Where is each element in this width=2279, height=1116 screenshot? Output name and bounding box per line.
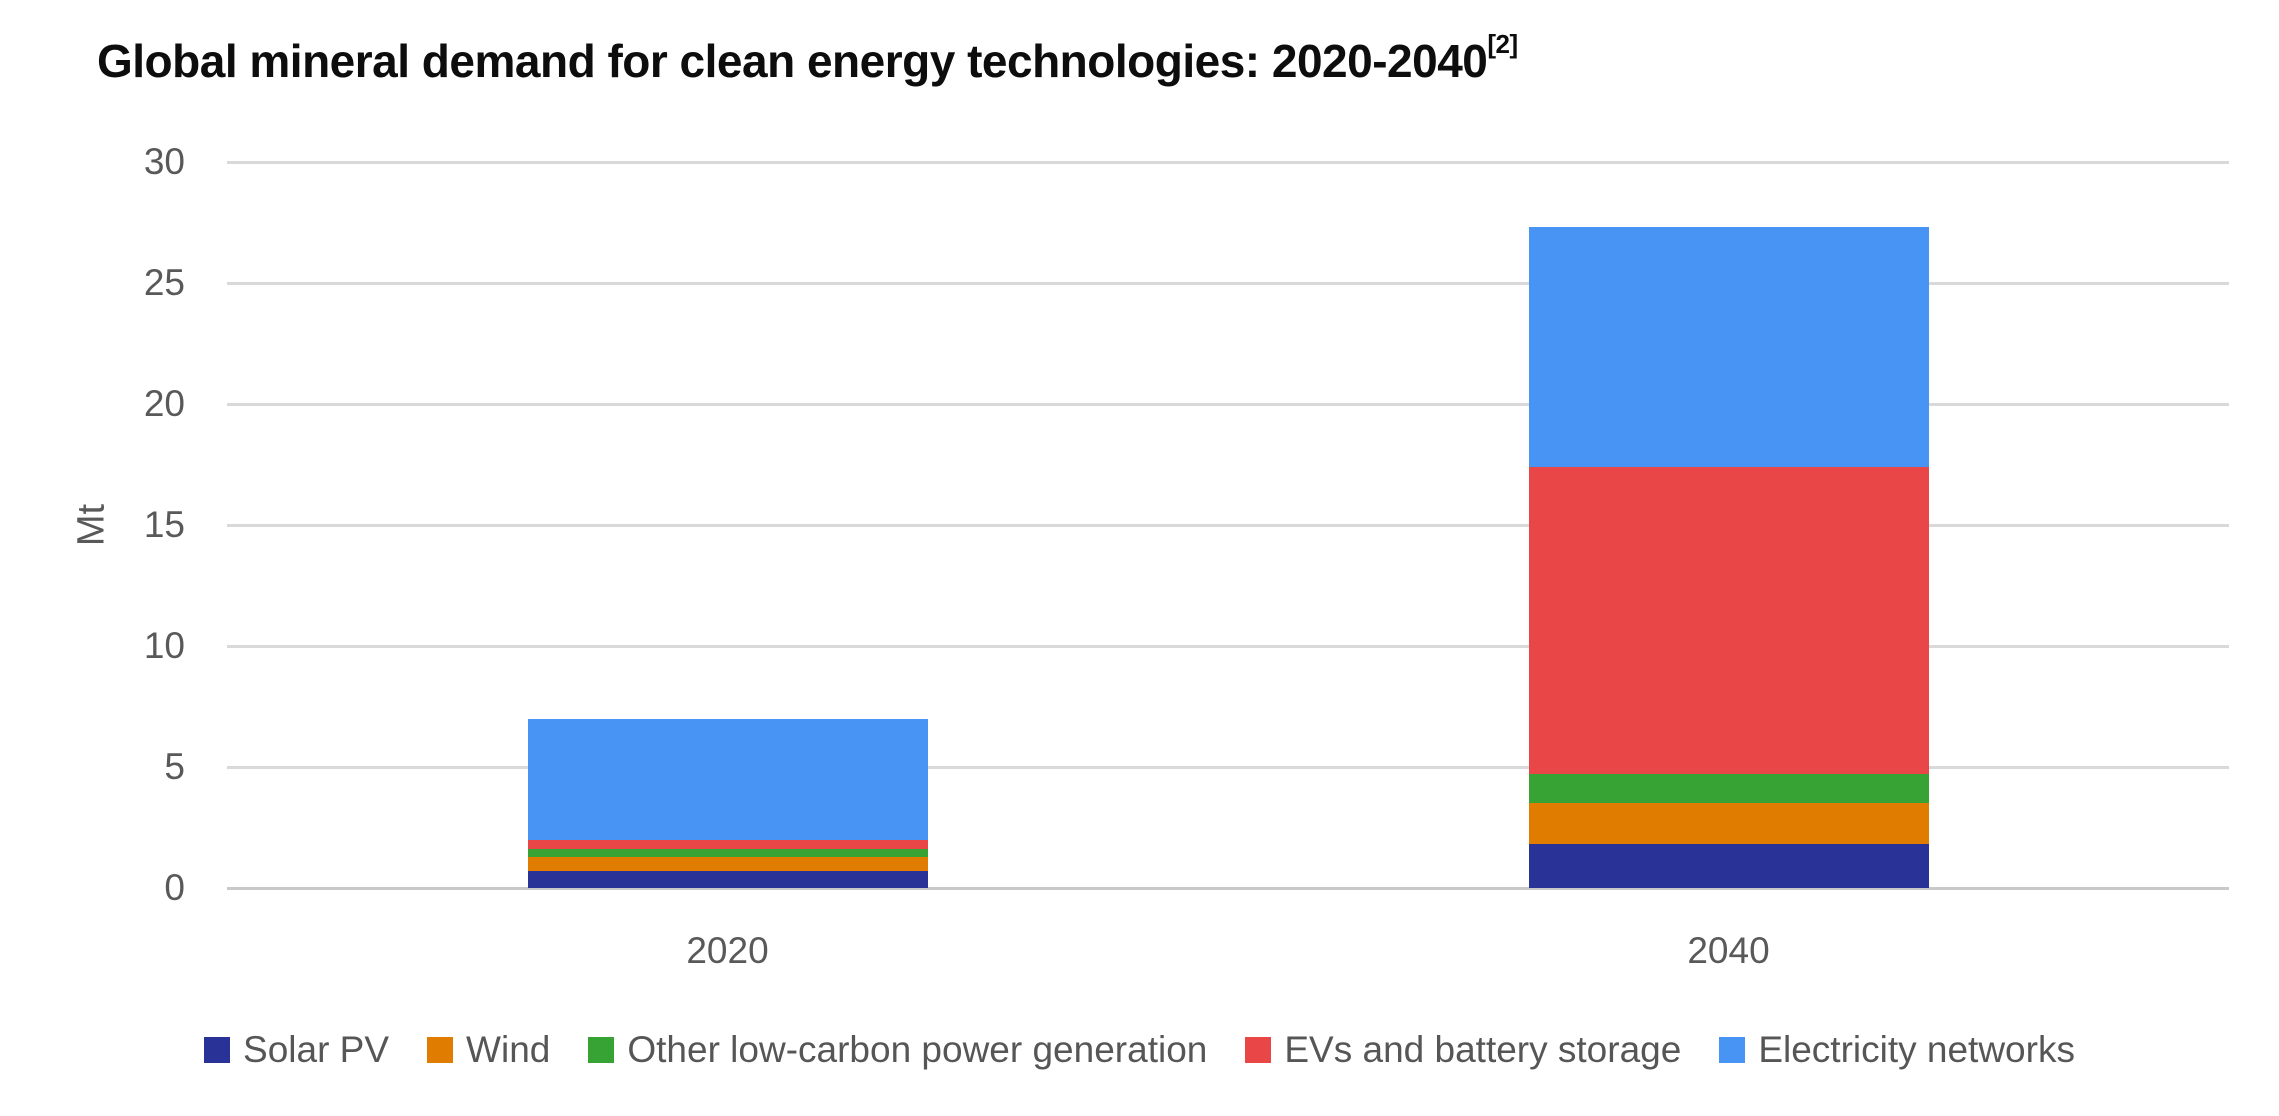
x-tick-label-2020: 2020 — [686, 930, 769, 971]
bar-segment-electricity-networks-2040 — [1528, 227, 1929, 467]
legend-swatch-other-low-carbon-power-generation — [588, 1037, 615, 1063]
bar-2020 — [527, 162, 928, 888]
legend-swatch-evs-and-battery-storage — [1245, 1037, 1272, 1063]
bar-segment-wind-2040 — [1528, 803, 1929, 845]
legend: Solar PV Wind Other low-carbon power gener… — [0, 1026, 2279, 1074]
legend-label-solar-pv: Solar PV — [243, 1029, 390, 1070]
legend-item-electricity-networks: Electricity networks — [1719, 1026, 2075, 1074]
legend-label-electricity-networks: Electricity networks — [1758, 1029, 2075, 1070]
chart-title: Global mineral demand for clean energy t… — [97, 31, 1518, 88]
x-tick-label-2040: 2040 — [1687, 930, 1770, 971]
bar-segment-solar-pv-2040 — [1528, 844, 1929, 888]
gridline-30 — [227, 160, 2229, 164]
legend-swatch-wind — [427, 1037, 454, 1063]
legend-label-evs-and-battery-storage: EVs and battery storage — [1284, 1029, 1682, 1070]
legend-item-other-low-carbon-power-generation: Other low-carbon power generation — [588, 1026, 1207, 1074]
bar-segment-other-low-carbon-power-generation-2020 — [527, 849, 928, 857]
gridline-10 — [227, 644, 2229, 648]
bar-segment-evs-and-battery-storage-2040 — [1528, 466, 1929, 775]
plot-area — [227, 160, 2229, 890]
y-tick-label-30: 30 — [143, 141, 185, 182]
legend-label-wind: Wind — [466, 1029, 551, 1070]
gridline-15 — [227, 523, 2229, 527]
bar-segment-evs-and-battery-storage-2020 — [527, 839, 928, 850]
y-axis-labels: 0 5 10 15 20 25 30 — [0, 141, 205, 908]
bar-2040 — [1528, 162, 1929, 888]
gridline-25 — [227, 281, 2229, 285]
x-axis-labels: 2020 2040 — [0, 929, 2279, 979]
chart-title-text: Global mineral demand for clean energy t… — [97, 35, 1488, 87]
gridline-0 — [227, 886, 2229, 890]
bar-segment-other-low-carbon-power-generation-2040 — [1528, 774, 1929, 804]
y-tick-label-15: 15 — [143, 504, 185, 545]
y-tick-label-10: 10 — [143, 625, 185, 666]
bar-segment-electricity-networks-2020 — [527, 718, 928, 840]
legend-swatch-solar-pv — [204, 1037, 231, 1063]
bar-segment-wind-2020 — [527, 856, 928, 872]
legend-label-other-low-carbon-power-generation: Other low-carbon power generation — [627, 1029, 1208, 1070]
y-tick-label-25: 25 — [143, 262, 185, 303]
gridline-20 — [227, 402, 2229, 406]
legend-item-evs-and-battery-storage: EVs and battery storage — [1245, 1026, 1681, 1074]
legend-item-wind: Wind — [427, 1026, 550, 1074]
y-tick-label-20: 20 — [143, 383, 185, 424]
legend-item-solar-pv: Solar PV — [204, 1026, 389, 1074]
legend-swatch-electricity-networks — [1719, 1037, 1746, 1063]
gridline-5 — [227, 765, 2229, 769]
chart-title-footnote-ref: [2] — [1487, 29, 1518, 59]
bar-segment-solar-pv-2020 — [527, 871, 928, 888]
y-tick-label-5: 5 — [164, 746, 185, 787]
y-tick-label-0: 0 — [164, 867, 185, 908]
